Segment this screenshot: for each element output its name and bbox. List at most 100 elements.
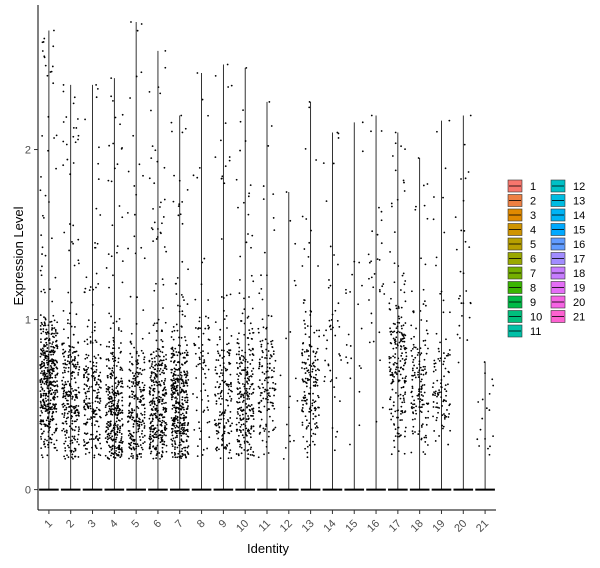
point-17-48 [401,352,403,355]
point-5-176 [137,371,139,374]
point-9-34 [220,369,223,371]
point-10-95 [246,370,249,373]
point-3-139 [94,326,96,328]
point-11-93 [265,425,268,427]
point-8-78 [196,72,199,74]
point-7-257 [176,415,179,418]
point-17-168 [403,347,406,350]
point-7-277 [174,430,176,432]
point-9-85 [219,403,222,406]
point-5-199 [138,425,141,428]
point-8-39 [205,315,207,318]
point-13-113 [306,445,309,448]
point-13-63 [305,382,308,384]
point-5-9 [137,430,140,433]
point-2-135 [62,328,65,331]
point-12-15 [289,219,292,222]
point-1-379 [51,408,53,411]
point-4-181 [113,364,116,367]
point-7-202 [170,398,173,401]
point-5-82 [137,445,140,448]
point-5-127 [136,405,139,408]
point-14-27 [337,302,340,305]
point-10-150 [250,425,253,427]
point-9-5 [222,366,225,369]
point-17-102 [396,344,399,347]
point-10-251 [240,320,243,322]
point-17-147 [396,432,399,435]
point-18-49 [416,348,419,351]
point-2-248 [61,379,63,382]
point-1-408 [47,435,50,438]
point-5-160 [141,381,144,384]
x-tick-label-8: 8 [195,518,208,531]
point-4-257 [108,425,111,428]
point-4-115 [112,322,115,325]
point-2-22 [63,442,66,445]
point-12-11 [288,406,290,409]
point-20-19 [462,199,465,202]
point-3-95 [98,437,101,440]
point-17-169 [389,356,392,359]
point-1-267 [49,359,52,362]
point-14-18 [324,375,326,378]
point-10-197 [244,432,247,434]
point-5-174 [136,359,139,361]
point-4-56 [108,434,111,437]
point-7-285 [174,436,177,439]
point-18-128 [414,356,417,359]
point-8-67 [201,98,204,101]
point-1-204 [45,343,48,346]
point-6-262 [154,360,156,363]
point-8-37 [198,421,200,424]
point-2-131 [74,448,77,450]
point-1-3 [47,420,50,423]
point-7-368 [182,454,185,456]
point-2-256 [69,173,72,176]
point-9-15 [230,335,233,337]
point-17-163 [400,325,403,327]
point-6-314 [151,371,153,374]
point-7-294 [173,404,176,407]
point-19-62 [440,386,443,389]
point-7-287 [179,378,182,381]
point-5-188 [131,408,133,410]
point-13-71 [316,358,319,361]
point-19-90 [444,167,447,170]
point-3-176 [91,446,93,449]
point-16-14 [368,277,370,280]
point-6-46 [157,318,160,321]
point-13-100 [303,390,306,393]
point-10-6 [250,404,253,406]
point-10-106 [239,356,241,359]
point-3-201 [94,246,97,249]
point-1-446 [40,175,42,178]
point-9-46 [223,425,226,427]
point-4-203 [120,385,123,388]
point-4-281 [117,401,120,403]
point-5-148 [138,380,141,383]
point-4-94 [121,404,124,407]
point-1-431 [48,338,50,341]
point-1-418 [55,334,57,337]
point-4-50 [106,422,108,425]
point-2-186 [73,264,76,267]
point-1-278 [53,364,56,367]
point-8-62 [208,339,211,341]
point-7-204 [175,386,178,389]
point-7-398 [175,323,178,326]
point-4-143 [120,433,123,435]
point-8-22 [198,427,201,430]
point-3-65 [99,400,102,402]
point-19-72 [445,338,447,341]
point-6-355 [152,389,155,391]
point-18-108 [416,394,419,397]
point-3-119 [97,401,99,403]
point-9-153 [228,156,231,158]
point-16-23 [375,420,378,423]
point-17-73 [388,408,391,411]
point-7-2 [187,378,190,381]
point-3-26 [99,454,102,457]
point-2-196 [73,377,76,379]
point-15-4 [357,303,360,306]
